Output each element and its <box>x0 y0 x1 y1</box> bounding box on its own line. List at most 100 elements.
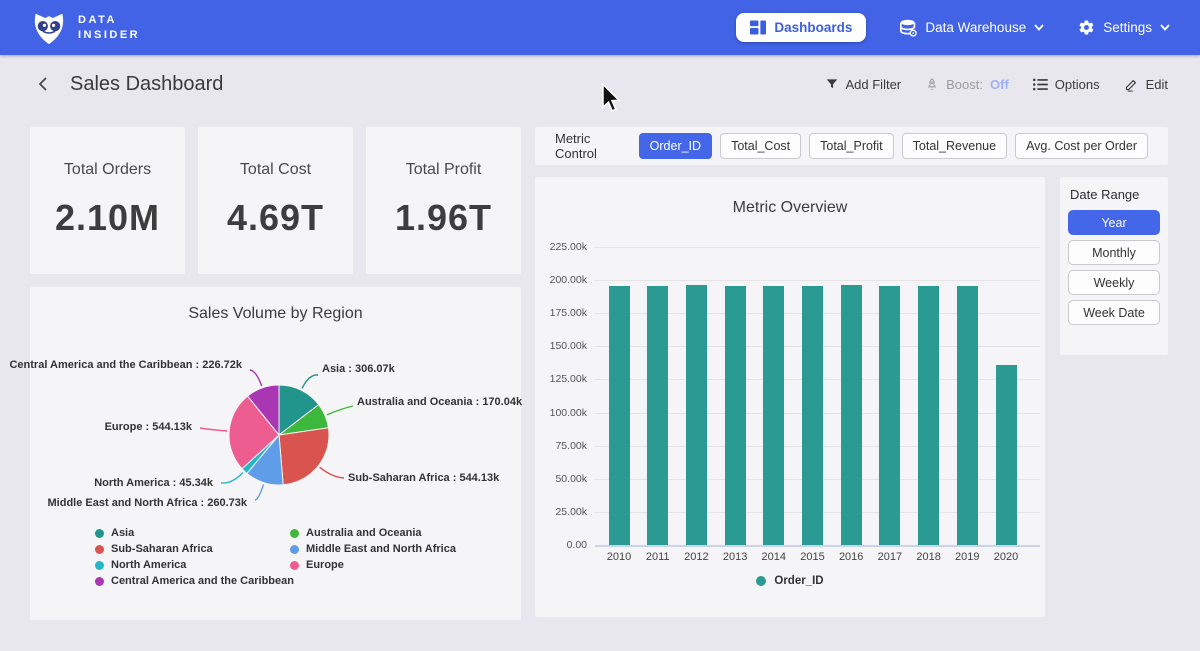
bar-2018[interactable] <box>918 286 939 545</box>
legend-dot <box>290 561 299 570</box>
edit-button[interactable]: Edit <box>1124 77 1168 92</box>
dashboards-label: Dashboards <box>774 20 852 35</box>
bar-2019[interactable] <box>957 286 978 545</box>
x-axis-tick-label: 2014 <box>754 551 794 563</box>
rocket-icon <box>925 77 939 92</box>
date-range-option-year[interactable]: Year <box>1068 210 1160 235</box>
bar-2014[interactable] <box>763 286 784 545</box>
legend-dot <box>95 561 104 570</box>
pie-label-north-america: North America : 45.34k <box>94 477 213 489</box>
settings-label: Settings <box>1103 20 1152 35</box>
x-axis-tick-label: 2017 <box>870 551 910 563</box>
bar-2011[interactable] <box>647 286 668 545</box>
pie-label-asia: Asia : 306.07k <box>322 363 395 375</box>
date-range-label: Date Range <box>1070 187 1160 202</box>
x-axis-tick-label: 2019 <box>947 551 987 563</box>
pie-slice-sub-saharan-africa[interactable] <box>279 428 329 485</box>
y-axis-tick-label: 150.00k <box>535 340 587 352</box>
list-options-icon <box>1033 78 1048 91</box>
pie-legend-column-2: Australia and OceaniaMiddle East and Nor… <box>290 527 456 571</box>
x-axis-tick-label: 2011 <box>638 551 678 563</box>
metric-button-group: Order_ID Total_Cost Total_Profit Total_Reve… <box>639 133 1148 159</box>
back-button[interactable] <box>32 72 54 96</box>
pie-label-sub-saharan-africa: Sub-Saharan Africa : 544.13k <box>348 472 499 484</box>
kpi-label: Total Cost <box>240 161 311 179</box>
bar-chart-legend: Order_ID <box>535 575 1045 587</box>
sales-volume-pie-card: Sales Volume by Region Asia : 306.07kAus… <box>30 287 521 620</box>
x-axis-tick-label: 2013 <box>715 551 755 563</box>
bar-2012[interactable] <box>686 285 707 545</box>
back-chevron-icon <box>36 76 50 92</box>
boost-state: Off <box>990 77 1009 92</box>
page-header: Sales Dashboard Add Filter Boost: Off <box>0 55 1200 113</box>
metric-option-total-cost[interactable]: Total_Cost <box>720 133 801 159</box>
metric-control-label: Metric Control <box>555 131 625 161</box>
bar-2013[interactable] <box>725 286 746 545</box>
dashboard-grid-icon <box>750 20 766 35</box>
legend-label: Asia <box>111 527 134 539</box>
gridline <box>595 247 1040 248</box>
x-axis-tick-label: 2020 <box>986 551 1026 563</box>
pie-leader-line <box>302 375 318 388</box>
date-range-button-group: Year Monthly Weekly Week Date <box>1068 210 1160 325</box>
legend-item-central-america-and-the-caribbean: Central America and the Caribbean <box>95 575 294 587</box>
bar-2010[interactable] <box>609 286 630 545</box>
brand-logo[interactable]: DATA INSIDER <box>30 9 140 47</box>
y-axis-tick-label: 100.00k <box>535 407 587 419</box>
pie-label-australia-and-oceania: Australia and Oceania : 170.04k <box>357 396 522 408</box>
pencil-edit-icon <box>1124 77 1139 92</box>
legend-label: North America <box>111 559 186 571</box>
legend-item-north-america: North America <box>95 559 294 571</box>
y-axis-tick-label: 75.00k <box>535 440 587 452</box>
legend-dot <box>95 545 104 554</box>
legend-dot <box>290 529 299 538</box>
options-button[interactable]: Options <box>1033 77 1100 92</box>
chevron-down-icon <box>1160 24 1170 31</box>
sales-dashboard-screen: DATA INSIDER Dashboards <box>0 0 1200 651</box>
pie-label-europe: Europe : 544.13k <box>105 421 192 433</box>
kpi-value: 1.96T <box>395 197 492 239</box>
legend-item-middle-east-and-north-africa: Middle East and North Africa <box>290 543 456 555</box>
x-axis-tick-label: 2015 <box>793 551 833 563</box>
legend-label: Europe <box>306 559 344 571</box>
settings-menu[interactable]: Settings <box>1078 19 1170 36</box>
legend-dot <box>756 576 766 586</box>
data-warehouse-menu[interactable]: Data Warehouse <box>900 19 1044 37</box>
kpi-card-total-cost: Total Cost 4.69T <box>198 127 353 274</box>
legend-label: Sub-Saharan Africa <box>111 543 213 555</box>
date-range-option-weekly[interactable]: Weekly <box>1068 270 1160 295</box>
dashboards-button[interactable]: Dashboards <box>736 13 866 42</box>
metric-option-avg-cost-per-order[interactable]: Avg. Cost per Order <box>1015 133 1148 159</box>
boost-toggle[interactable]: Boost: Off <box>925 77 1009 92</box>
kpi-value: 4.69T <box>227 197 324 239</box>
pie-label-middle-east-and-north-africa: Middle East and North Africa : 260.73k <box>48 497 247 509</box>
page-title: Sales Dashboard <box>70 73 223 96</box>
legend-dot <box>290 545 299 554</box>
legend-series-label: Order_ID <box>774 575 823 587</box>
kpi-label: Total Orders <box>64 161 151 179</box>
date-range-option-week-date[interactable]: Week Date <box>1068 300 1160 325</box>
metric-control-bar: Metric Control Order_ID Total_Cost Total_P… <box>535 127 1168 165</box>
metric-overview-bar-card: Metric Overview 225.00k200.00k175.00k150… <box>535 177 1045 617</box>
pie-leader-line <box>250 370 262 386</box>
metric-option-total-revenue[interactable]: Total_Revenue <box>902 133 1007 159</box>
filter-funnel-icon <box>825 77 839 91</box>
date-range-option-monthly[interactable]: Monthly <box>1068 240 1160 265</box>
bar-2020[interactable] <box>996 365 1017 545</box>
y-axis-tick-label: 25.00k <box>535 506 587 518</box>
bar-2015[interactable] <box>802 286 823 545</box>
x-axis-tick-label: 2018 <box>909 551 949 563</box>
add-filter-button[interactable]: Add Filter <box>825 77 902 92</box>
navbar-menu: Dashboards Data Warehouse <box>736 13 1170 42</box>
pie-leader-line <box>320 467 344 478</box>
date-range-panel: Date Range Year Monthly Weekly Week Date <box>1060 177 1168 355</box>
pie-label-central-america-and-the-caribbean: Central America and the Caribbean : 226.… <box>9 359 242 371</box>
metric-option-total-profit[interactable]: Total_Profit <box>809 133 894 159</box>
kpi-value: 2.10M <box>55 197 160 239</box>
bar-2017[interactable] <box>879 286 900 545</box>
bar-2016[interactable] <box>841 285 862 545</box>
brand-line1: DATA <box>78 13 140 28</box>
metric-option-order-id[interactable]: Order_ID <box>639 133 712 159</box>
legend-item-europe: Europe <box>290 559 456 571</box>
y-axis-tick-label: 175.00k <box>535 307 587 319</box>
